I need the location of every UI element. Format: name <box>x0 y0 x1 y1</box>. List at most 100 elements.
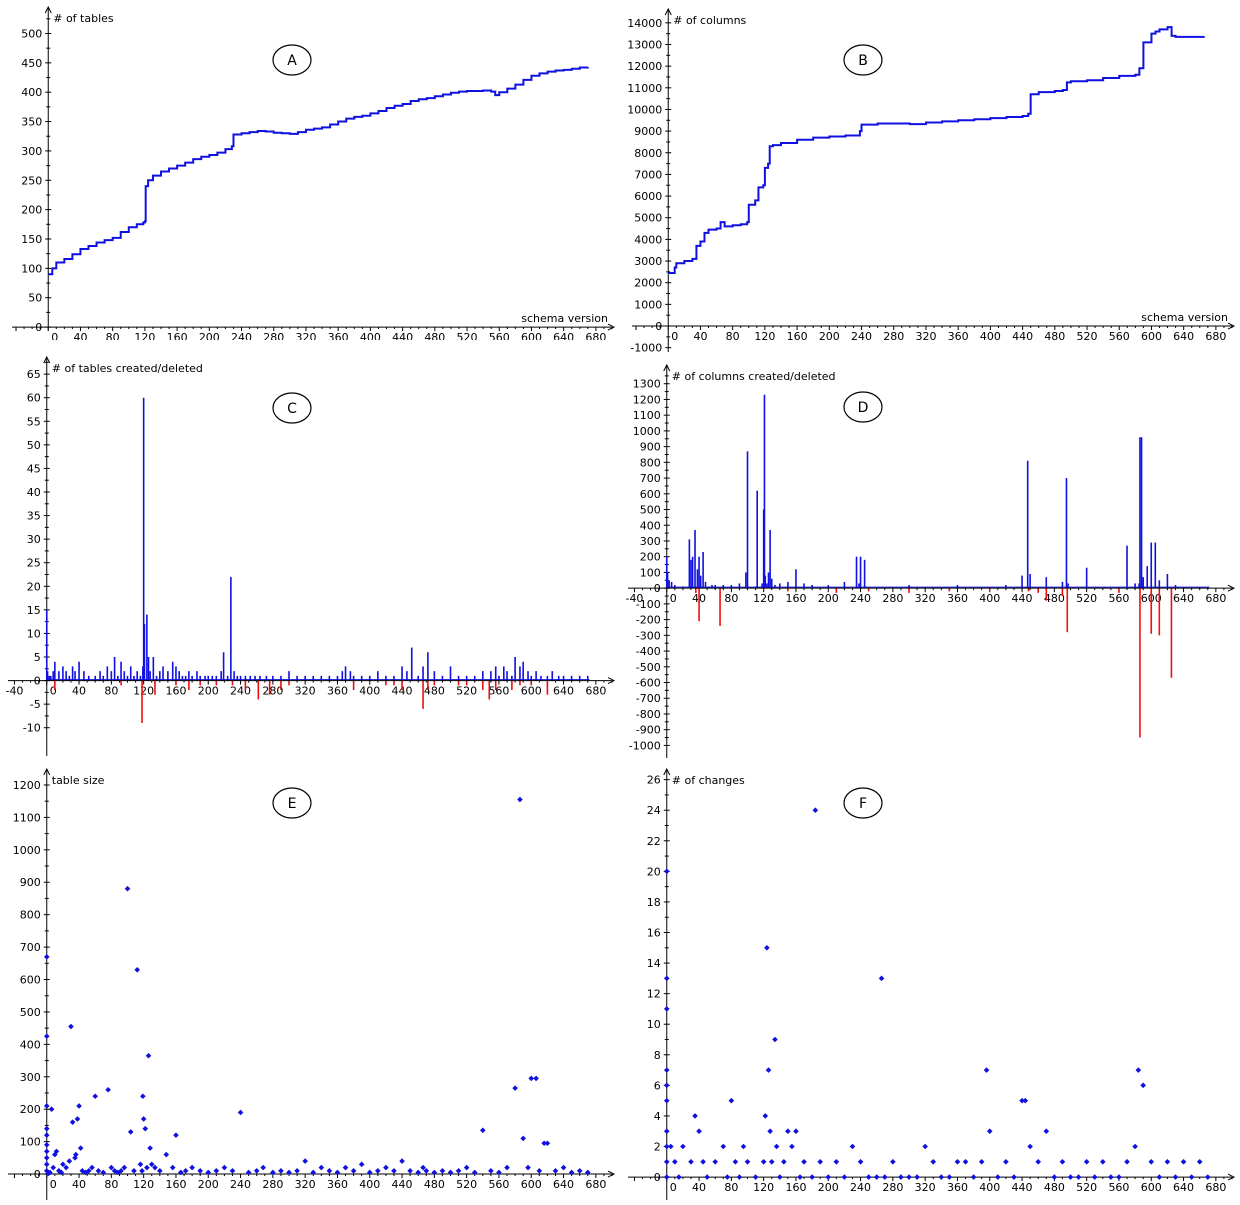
x-axis-label: schema version <box>1141 311 1228 324</box>
data-point <box>471 1169 478 1176</box>
data-point <box>431 1169 438 1176</box>
x-tick-label: 680 <box>585 1178 606 1191</box>
x-tick-label: 600 <box>1141 330 1162 343</box>
data-point <box>663 868 670 875</box>
data-point <box>865 1174 872 1180</box>
data-point <box>326 1168 333 1174</box>
y-tick-label: 1100 <box>13 811 41 824</box>
badge-circle <box>843 44 883 76</box>
x-tick-label: -40 <box>5 685 23 698</box>
data-point <box>995 1174 1001 1180</box>
data-point <box>712 1158 719 1165</box>
data-point <box>773 1143 780 1150</box>
y-tick-label: 15 <box>27 604 41 617</box>
data-point <box>789 1143 795 1150</box>
data-point <box>447 1169 454 1176</box>
x-tick-label: 200 <box>818 1181 839 1194</box>
data-point <box>118 1168 124 1174</box>
data-point <box>205 1169 212 1176</box>
data-point <box>358 1161 365 1168</box>
data-point <box>1132 1143 1138 1150</box>
y-tick-label: 400 <box>21 86 42 99</box>
y-tick-label: 1100 <box>633 409 661 422</box>
data-point <box>1075 1174 1082 1180</box>
data-point <box>189 1164 195 1171</box>
x-tick-label: 640 <box>553 1178 574 1191</box>
y-tick-label: 10 <box>27 627 41 640</box>
data-point <box>1116 1174 1122 1180</box>
y-axis-arrow <box>664 7 672 16</box>
y-tick-label: 55 <box>27 415 41 428</box>
y-tick-label: 12 <box>647 988 661 1001</box>
data-point <box>439 1168 446 1174</box>
data-point <box>765 1067 772 1073</box>
data-point <box>1204 1174 1211 1180</box>
panel-c: -40 0 40 80 120 160 200 240 280 320 360 400 440 480 52… <box>5 355 616 756</box>
badge-circle <box>272 392 312 424</box>
y-tick-label: 450 <box>21 57 42 70</box>
data-point <box>43 1161 50 1168</box>
y-tick-label: 45 <box>27 462 41 475</box>
data-point <box>1022 1097 1029 1104</box>
y-tick-label: 500 <box>20 1006 41 1019</box>
y-tick-label: 500 <box>21 27 42 40</box>
data-point <box>105 1086 111 1093</box>
x-tick-label: 520 <box>1077 330 1098 343</box>
x-tick-label: 200 <box>198 1178 219 1191</box>
y-tick-label: 1000 <box>633 425 661 438</box>
x-tick-label: 320 <box>915 1181 936 1194</box>
data-point <box>676 1174 682 1180</box>
data-point <box>983 1067 990 1073</box>
data-point <box>663 1006 670 1012</box>
y-tick-label: 11000 <box>627 82 662 95</box>
x-axis-arrow <box>1227 322 1236 330</box>
data-point <box>85 1168 92 1174</box>
data-point <box>1100 1158 1106 1165</box>
data-point <box>52 1151 58 1158</box>
x-tick-label: 240 <box>230 1178 251 1191</box>
x-tick-label: 680 <box>1205 592 1226 605</box>
x-tick-label: 440 <box>1012 592 1033 605</box>
y-axis-label: table size <box>52 774 105 787</box>
x-tick-label: 200 <box>199 331 220 340</box>
y-tick-label: -1000 <box>629 739 661 752</box>
data-point <box>1043 1128 1050 1135</box>
data-point <box>142 1125 149 1132</box>
data-point <box>849 1143 856 1150</box>
data-point <box>946 1174 953 1180</box>
y-tick-label: 900 <box>20 876 41 889</box>
y-axis-label: # of tables created/deleted <box>52 362 203 375</box>
x-tick-label: 0 <box>51 331 58 340</box>
x-tick-label: 640 <box>553 331 574 340</box>
y-tick-label: 24 <box>647 804 661 817</box>
x-tick-label: 120 <box>753 592 774 605</box>
x-tick-label: 520 <box>457 331 478 340</box>
data-point <box>496 1169 502 1176</box>
y-tick-label: 250 <box>21 174 42 187</box>
data-point <box>801 1158 807 1165</box>
y-tick-label: -10 <box>23 722 41 735</box>
x-axis-arrow <box>607 677 616 685</box>
y-tick-label: 7000 <box>634 168 662 181</box>
data-point <box>69 1119 76 1125</box>
data-point <box>692 1113 698 1119</box>
data-point <box>833 1158 840 1165</box>
x-tick-label: 240 <box>850 1181 871 1194</box>
x-tick-label: 160 <box>785 592 806 605</box>
data-point <box>663 1067 670 1073</box>
data-point <box>812 807 819 814</box>
x-tick-label: 640 <box>1173 1181 1194 1194</box>
data-point <box>375 1168 381 1174</box>
x-tick-label: 80 <box>724 1181 738 1194</box>
y-axis-label: # of columns <box>673 14 746 27</box>
y-tick-label: 400 <box>20 1038 41 1051</box>
data-point <box>1164 1158 1171 1165</box>
data-point <box>144 1164 150 1171</box>
y-tick-label: 50 <box>27 439 41 452</box>
y-tick-label: 10 <box>647 1018 661 1031</box>
data-point <box>954 1158 961 1165</box>
data-point <box>50 1164 57 1171</box>
data-point <box>53 1148 60 1155</box>
x-tick-label: 680 <box>585 331 606 340</box>
